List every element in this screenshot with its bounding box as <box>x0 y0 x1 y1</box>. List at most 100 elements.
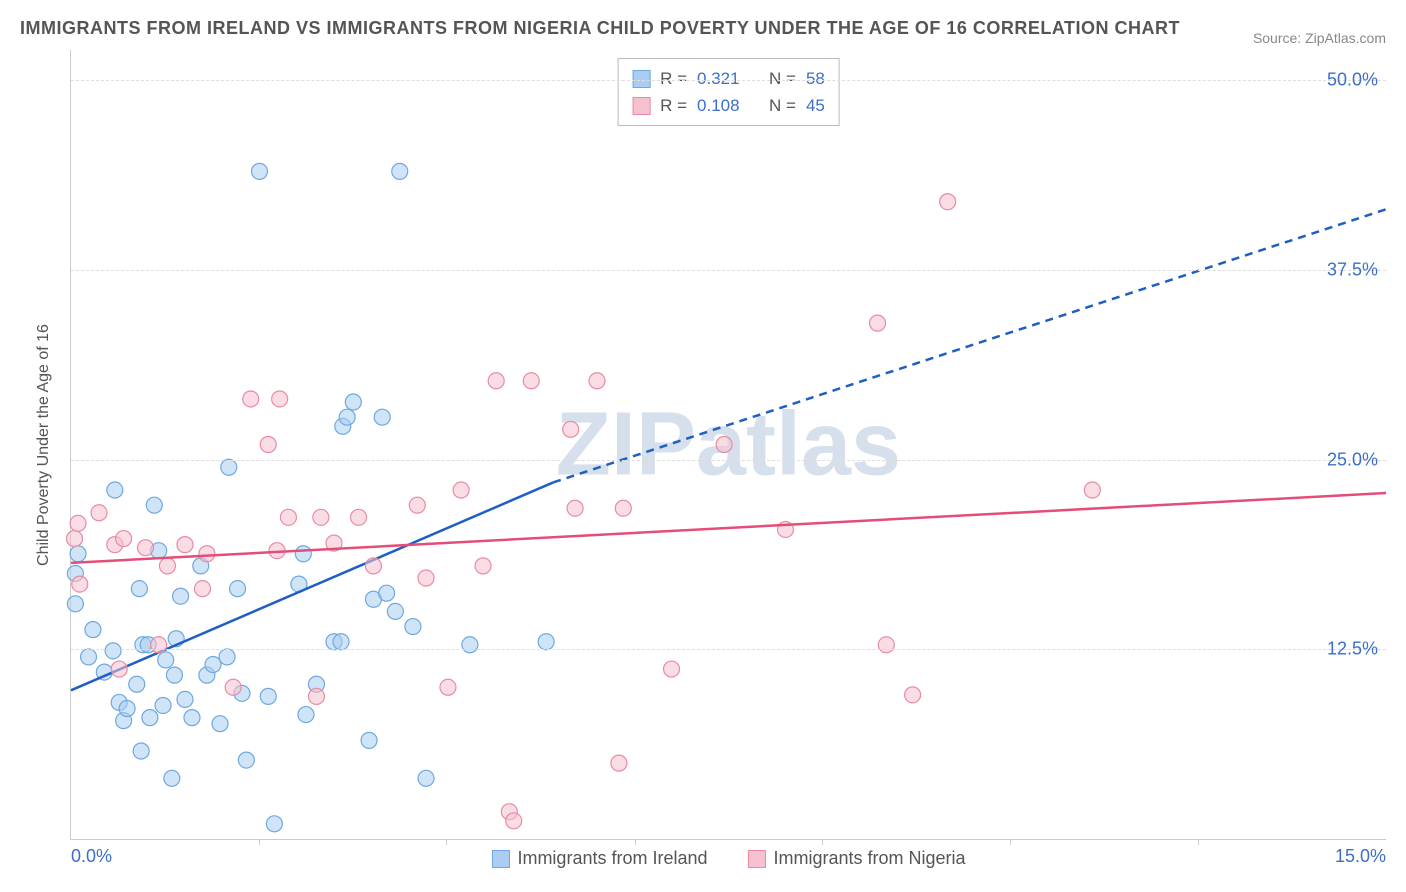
scatter-point <box>142 710 158 726</box>
scatter-point <box>266 816 282 832</box>
scatter-point <box>260 437 276 453</box>
scatter-point <box>878 637 894 653</box>
stats-box: R = 0.321 N = 58 R = 0.108 N = 45 <box>617 58 840 126</box>
gridline-h <box>71 460 1386 461</box>
scatter-point <box>133 743 149 759</box>
gridline-h <box>71 649 1386 650</box>
plot-region: ZIPatlas R = 0.321 N = 58 R = 0.108 N = … <box>70 50 1386 840</box>
scatter-point <box>339 409 355 425</box>
scatter-point <box>119 701 135 717</box>
scatter-point <box>225 679 241 695</box>
x-tick-label: 0.0% <box>71 846 112 867</box>
scatter-point <box>219 649 235 665</box>
scatter-point <box>243 391 259 407</box>
scatter-point <box>85 622 101 638</box>
scatter-point <box>91 505 107 521</box>
scatter-point <box>129 676 145 692</box>
scatter-point <box>940 194 956 210</box>
scatter-point <box>374 409 390 425</box>
scatter-point <box>70 515 86 531</box>
scatter-point <box>345 394 361 410</box>
scatter-point <box>488 373 504 389</box>
y-axis-label: Child Poverty Under the Age of 16 <box>35 324 53 566</box>
scatter-point <box>365 558 381 574</box>
scatter-point <box>589 373 605 389</box>
y-tick-label: 50.0% <box>1327 70 1378 91</box>
scatter-point <box>212 716 228 732</box>
scatter-point <box>905 687 921 703</box>
scatter-point <box>272 391 288 407</box>
scatter-point <box>418 570 434 586</box>
chart-title: IMMIGRANTS FROM IRELAND VS IMMIGRANTS FR… <box>20 18 1180 39</box>
scatter-point <box>462 637 478 653</box>
scatter-point <box>308 688 324 704</box>
scatter-point <box>298 707 314 723</box>
source-prefix: Source: <box>1253 30 1305 46</box>
scatter-point <box>184 710 200 726</box>
scatter-point <box>221 459 237 475</box>
legend-label-nigeria: Immigrants from Nigeria <box>774 848 966 869</box>
legend-swatch-nigeria <box>748 850 766 868</box>
trend-line-dashed <box>553 209 1386 482</box>
x-minor-tick <box>259 839 260 845</box>
scatter-point <box>70 546 86 562</box>
scatter-point <box>111 661 127 677</box>
scatter-point <box>506 813 522 829</box>
scatter-point <box>716 437 732 453</box>
plot-svg <box>71 50 1386 839</box>
stats-label-n: N = <box>769 92 796 119</box>
y-tick-label: 37.5% <box>1327 260 1378 281</box>
legend-item-ireland: Immigrants from Ireland <box>491 848 707 869</box>
scatter-point <box>611 755 627 771</box>
scatter-point <box>67 596 83 612</box>
scatter-point <box>295 546 311 562</box>
scatter-point <box>158 652 174 668</box>
scatter-point <box>230 581 246 597</box>
chart-area: Child Poverty Under the Age of 16 ZIPatl… <box>50 50 1386 840</box>
stats-label-n: N = <box>769 65 796 92</box>
scatter-point <box>475 558 491 574</box>
scatter-point <box>870 315 886 331</box>
x-minor-tick <box>822 839 823 845</box>
stats-row-ireland: R = 0.321 N = 58 <box>632 65 825 92</box>
scatter-point <box>387 603 403 619</box>
x-minor-tick <box>446 839 447 845</box>
scatter-point <box>199 546 215 562</box>
stats-row-nigeria: R = 0.108 N = 45 <box>632 92 825 119</box>
scatter-point <box>205 657 221 673</box>
scatter-point <box>453 482 469 498</box>
legend-label-ireland: Immigrants from Ireland <box>517 848 707 869</box>
scatter-point <box>1084 482 1100 498</box>
stats-label-r: R = <box>660 65 687 92</box>
stats-label-r: R = <box>660 92 687 119</box>
source-attribution: Source: ZipAtlas.com <box>1253 30 1386 46</box>
scatter-point <box>664 661 680 677</box>
scatter-point <box>260 688 276 704</box>
scatter-point <box>615 500 631 516</box>
scatter-point <box>151 637 167 653</box>
legend-item-nigeria: Immigrants from Nigeria <box>748 848 966 869</box>
scatter-point <box>440 679 456 695</box>
scatter-point <box>392 163 408 179</box>
scatter-point <box>166 667 182 683</box>
y-tick-label: 25.0% <box>1327 449 1378 470</box>
x-minor-tick <box>1010 839 1011 845</box>
source-link[interactable]: ZipAtlas.com <box>1305 30 1386 46</box>
scatter-point <box>351 509 367 525</box>
scatter-point <box>418 770 434 786</box>
scatter-point <box>116 531 132 547</box>
scatter-point <box>405 619 421 635</box>
y-tick-label: 12.5% <box>1327 639 1378 660</box>
scatter-point <box>159 558 175 574</box>
stats-r-ireland: 0.321 <box>697 65 740 92</box>
scatter-point <box>333 634 349 650</box>
scatter-point <box>238 752 254 768</box>
scatter-point <box>164 770 180 786</box>
x-axis-legend: Immigrants from Ireland Immigrants from … <box>491 848 965 869</box>
swatch-ireland <box>632 70 650 88</box>
scatter-point <box>72 576 88 592</box>
scatter-point <box>107 482 123 498</box>
scatter-point <box>409 497 425 513</box>
scatter-point <box>131 581 147 597</box>
gridline-h <box>71 270 1386 271</box>
